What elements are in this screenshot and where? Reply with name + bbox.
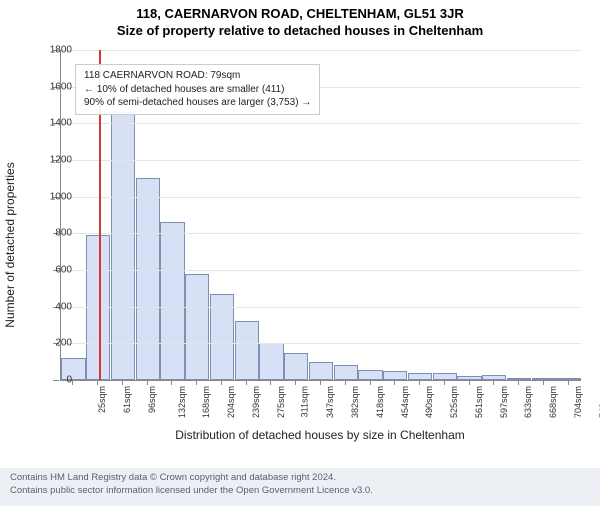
footer-line-2: Contains public sector information licen… — [10, 485, 590, 498]
annotation-line-3: 90% of semi-detached houses are larger (… — [84, 96, 311, 110]
x-tick-label: 25sqm — [97, 386, 107, 413]
histogram-bar — [408, 373, 432, 380]
x-tick — [543, 380, 544, 385]
y-tick-label: 1200 — [50, 155, 72, 166]
footer: Contains HM Land Registry data © Crown c… — [0, 468, 600, 506]
x-tick — [196, 380, 197, 385]
y-tick-label: 1400 — [50, 118, 72, 129]
x-tick-label: 311sqm — [300, 386, 310, 417]
x-tick-label: 204sqm — [226, 386, 236, 418]
histogram-bar — [284, 353, 308, 381]
x-tick — [568, 380, 569, 385]
x-tick-label: 347sqm — [325, 386, 335, 418]
gridline — [61, 50, 581, 51]
x-tick — [493, 380, 494, 385]
chart: Number of detached properties 118 CAERNA… — [0, 46, 600, 444]
histogram-bar — [136, 178, 160, 380]
y-tick-label: 0 — [66, 375, 72, 386]
gridline — [61, 197, 581, 198]
x-tick — [270, 380, 271, 385]
x-tick — [370, 380, 371, 385]
y-tick-label: 600 — [55, 265, 72, 276]
gridline — [61, 343, 581, 344]
x-tick-label: 668sqm — [548, 386, 558, 418]
x-tick — [295, 380, 296, 385]
x-tick-label: 132sqm — [177, 386, 187, 418]
y-tick-label: 400 — [55, 301, 72, 312]
y-tick-label: 1000 — [50, 191, 72, 202]
gridline — [61, 233, 581, 234]
gridline — [61, 270, 581, 271]
x-tick-label: 239sqm — [251, 386, 261, 418]
y-tick-label: 800 — [55, 228, 72, 239]
histogram-bar — [457, 376, 481, 380]
histogram-bar — [309, 362, 333, 380]
x-tick — [469, 380, 470, 385]
annotation-line-2: ← 10% of detached houses are smaller (41… — [84, 83, 311, 97]
histogram-bar — [334, 365, 358, 380]
y-tick — [53, 380, 59, 381]
x-tick-label: 275sqm — [276, 386, 286, 418]
annotation-box: 118 CAERNARVON ROAD: 79sqm ← 10% of deta… — [75, 64, 320, 115]
gridline — [61, 160, 581, 161]
x-tick-label: 382sqm — [350, 386, 360, 418]
x-tick-label: 490sqm — [424, 386, 434, 418]
histogram-bar — [556, 378, 580, 380]
x-axis-label: Distribution of detached houses by size … — [60, 428, 580, 442]
histogram-bar — [433, 373, 457, 380]
x-tick-label: 418sqm — [375, 386, 385, 418]
histogram-bar — [111, 112, 135, 380]
x-tick-label: 96sqm — [147, 386, 157, 413]
page-title: 118, CAERNARVON ROAD, CHELTENHAM, GL51 3… — [0, 6, 600, 21]
histogram-bar — [61, 358, 85, 380]
x-tick — [122, 380, 123, 385]
x-tick-label: 525sqm — [449, 386, 459, 418]
histogram-bar — [358, 370, 382, 380]
x-tick-label: 633sqm — [523, 386, 533, 418]
histogram-bar — [383, 371, 407, 380]
y-tick-label: 200 — [55, 338, 72, 349]
x-tick — [518, 380, 519, 385]
x-tick-label: 454sqm — [400, 386, 410, 418]
gridline — [61, 307, 581, 308]
histogram-bar — [235, 321, 259, 380]
page-subtitle: Size of property relative to detached ho… — [0, 23, 600, 38]
histogram-bar — [185, 274, 209, 380]
x-tick — [444, 380, 445, 385]
footer-line-1: Contains HM Land Registry data © Crown c… — [10, 472, 590, 485]
x-tick-label: 561sqm — [474, 386, 484, 418]
x-tick — [72, 380, 73, 385]
y-tick-label: 1800 — [50, 45, 72, 56]
x-tick — [171, 380, 172, 385]
x-tick — [246, 380, 247, 385]
x-tick-label: 704sqm — [573, 386, 583, 418]
x-tick — [221, 380, 222, 385]
x-tick-label: 597sqm — [499, 386, 509, 418]
x-tick — [419, 380, 420, 385]
x-tick — [320, 380, 321, 385]
x-tick-label: 168sqm — [201, 386, 211, 418]
x-tick — [97, 380, 98, 385]
x-tick — [394, 380, 395, 385]
histogram-bar — [532, 378, 556, 380]
plot-area: 118 CAERNARVON ROAD: 79sqm ← 10% of deta… — [60, 50, 581, 381]
gridline — [61, 123, 581, 124]
x-tick-label: 61sqm — [122, 386, 132, 413]
y-tick-label: 1600 — [50, 81, 72, 92]
x-tick — [147, 380, 148, 385]
histogram-bar — [160, 222, 184, 380]
y-axis-label: Number of detached properties — [3, 162, 17, 327]
x-tick — [345, 380, 346, 385]
annotation-line-1: 118 CAERNARVON ROAD: 79sqm — [84, 69, 311, 83]
histogram-bar — [259, 343, 283, 380]
